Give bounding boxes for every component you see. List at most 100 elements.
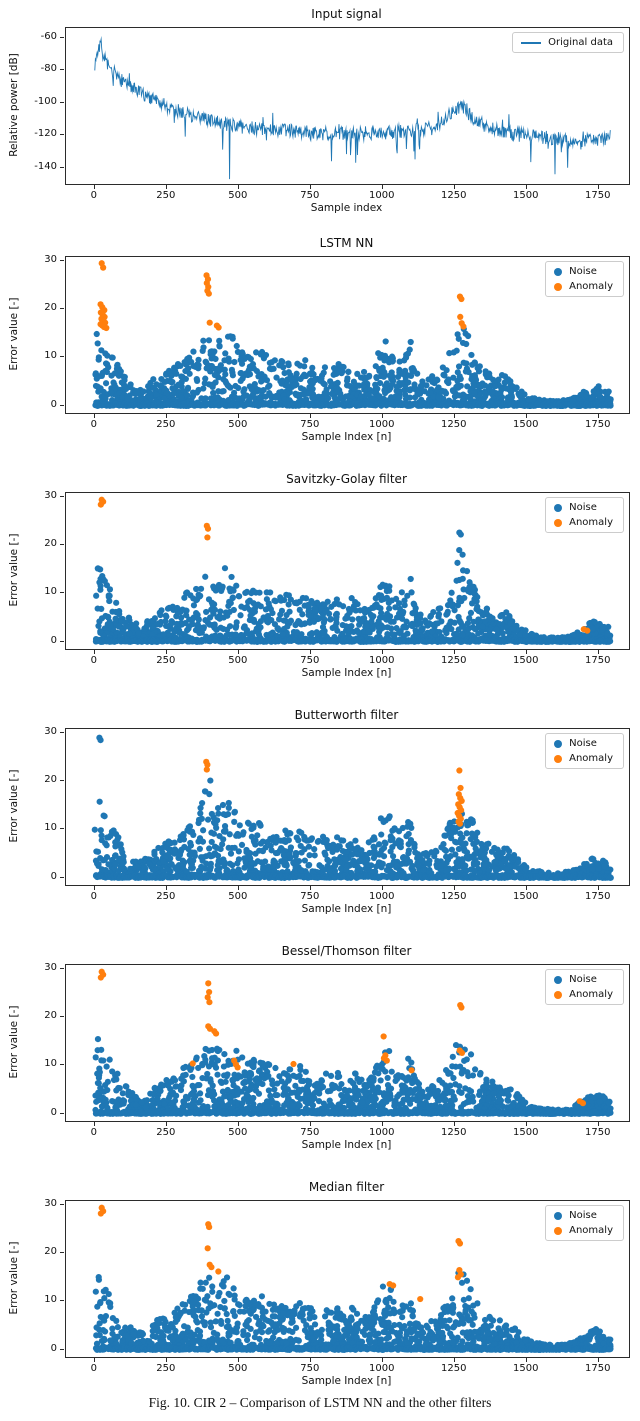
x-tick-mark [597,886,599,890]
x-tick-mark [165,650,167,654]
x-tick-label: 1250 [441,419,467,430]
legend-label: Noise [569,502,597,513]
x-tick-label: 750 [300,1127,320,1138]
x-tick-mark [93,414,95,418]
savitzky-golay-chart: Savitzky-Golay filter Error value [-] No… [0,469,640,705]
y-tick-label: 30 [44,961,57,973]
dot-marker-icon [554,1211,563,1220]
legend-label: Anomaly [569,1225,613,1236]
y-tick-label: 30 [44,253,57,265]
x-tick-label: 0 [90,655,97,666]
x-tick-mark [381,886,383,890]
y-tick-mark [60,1064,64,1066]
x-axis-label: Sample index [310,202,383,214]
plot-area: Original data [65,27,630,185]
x-tick-mark [165,1122,167,1126]
y-tick-mark [60,1252,64,1254]
y-tick-mark [60,1203,64,1205]
legend-item-noise: Noise [554,974,613,985]
dot-marker-icon [554,282,563,291]
dot-marker-icon [554,1226,563,1235]
figure-caption: Fig. 10. CIR 2 – Comparison of LSTM NN a… [148,1395,492,1410]
legend-label: Anomaly [569,989,613,1000]
x-tick-label: 1000 [369,419,395,430]
y-tick-label: 10 [44,350,57,362]
x-tick-mark [381,1122,383,1126]
y-tick-label: 10 [44,586,57,598]
plot-area: Noise Anomaly [65,964,630,1122]
x-tick-label: 1250 [441,1363,467,1374]
legend: Noise Anomaly [545,497,624,533]
legend: Noise Anomaly [545,969,624,1005]
y-axis-label: Error value [-] [8,1005,20,1079]
y-tick-label: 30 [44,725,57,737]
y-tick-label: 0 [50,870,57,882]
x-tick-label: 1750 [585,891,611,902]
x-tick-label: 1000 [369,190,395,201]
x-tick-mark [309,185,311,189]
y-tick-label: 10 [44,1058,57,1070]
y-tick-label: -120 [34,128,57,140]
y-tick-mark [60,356,64,358]
legend: Original data [512,32,624,53]
legend-label: Anomaly [569,517,613,528]
x-tick-label: 1000 [369,1127,395,1138]
x-axis-label: Sample Index [n] [301,903,392,915]
legend: Noise Anomaly [545,1205,624,1241]
x-tick-mark [525,886,527,890]
legend-item-anomaly: Anomaly [554,753,613,764]
x-tick-mark [93,1358,95,1362]
x-tick-mark [237,650,239,654]
x-tick-mark [381,650,383,654]
y-tick-mark [60,404,64,406]
x-tick-mark [597,414,599,418]
x-tick-label: 500 [228,891,248,902]
plot-area: Noise Anomaly [65,492,630,650]
x-tick-mark [93,650,95,654]
plot-canvas [66,1201,629,1357]
y-tick-mark [60,101,64,103]
plot-canvas [66,729,629,885]
x-tick-label: 0 [90,1127,97,1138]
y-tick-mark [60,36,64,38]
chart-title: Bessel/Thomson filter [281,944,412,958]
x-tick-mark [381,1358,383,1362]
y-axis-label: Error value [-] [8,297,20,371]
x-axis-label: Sample Index [n] [301,1139,392,1151]
y-tick-mark [60,592,64,594]
x-tick-label: 1500 [513,419,539,430]
y-tick-label: 20 [44,302,57,314]
x-tick-mark [237,886,239,890]
dot-marker-icon [554,990,563,999]
x-tick-label: 1500 [513,891,539,902]
y-tick-label: 30 [44,489,57,501]
x-tick-mark [93,886,95,890]
dot-marker-icon [554,754,563,763]
y-tick-mark [60,1348,64,1350]
x-tick-mark [237,414,239,418]
legend-label: Noise [569,266,597,277]
legend-label: Noise [569,974,597,985]
x-tick-label: 500 [228,190,248,201]
x-tick-mark [597,650,599,654]
x-tick-mark [597,185,599,189]
y-axis-label: Error value [-] [8,533,20,607]
y-tick-label: 20 [44,774,57,786]
x-tick-mark [381,185,383,189]
y-tick-mark [60,495,64,497]
y-tick-label: 10 [44,1294,57,1306]
y-tick-mark [60,876,64,878]
x-axis-label: Sample Index [n] [301,667,392,679]
x-tick-label: 250 [156,891,176,902]
x-tick-mark [453,886,455,890]
x-tick-mark [453,185,455,189]
y-tick-mark [60,731,64,733]
y-tick-mark [60,166,64,168]
x-tick-label: 1000 [369,1363,395,1374]
x-tick-label: 0 [90,419,97,430]
x-tick-label: 750 [300,419,320,430]
x-tick-label: 0 [90,891,97,902]
y-tick-label: -100 [34,95,57,107]
x-tick-label: 250 [156,1363,176,1374]
legend-item-anomaly: Anomaly [554,989,613,1000]
